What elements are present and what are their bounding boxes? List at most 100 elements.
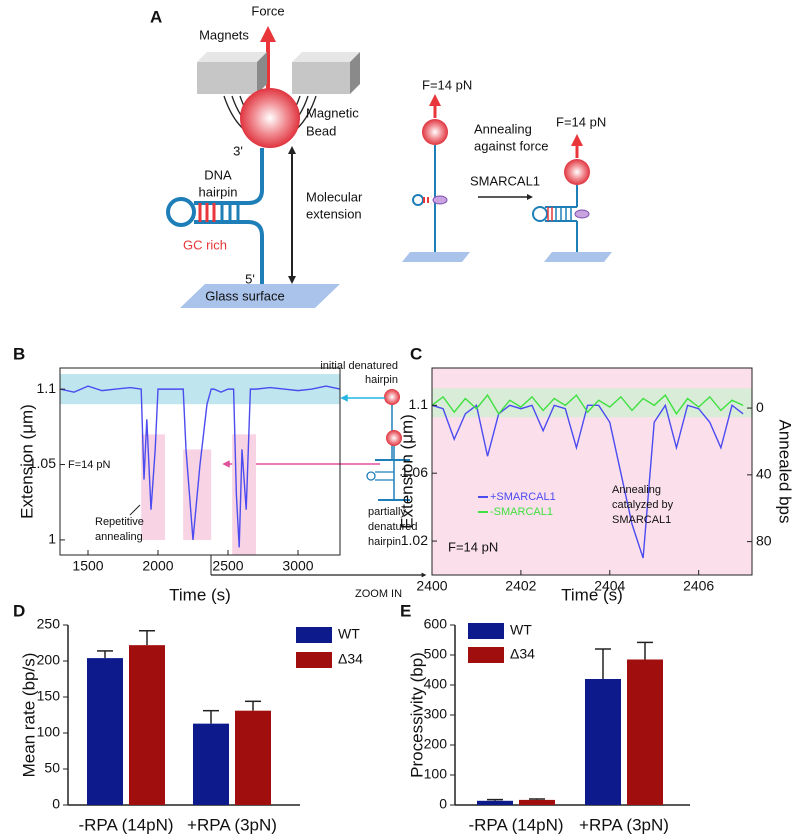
annotation: Repetitive bbox=[95, 516, 144, 528]
y-axis-label: Mean rate (bp/s) bbox=[19, 653, 38, 778]
legend-label: -SMARCAL1 bbox=[490, 506, 553, 518]
label: hairpin bbox=[198, 184, 237, 199]
y2-tick-label: 40 bbox=[756, 466, 772, 482]
y-tick-label: 1.06 bbox=[401, 464, 428, 480]
y-tick-label: 1.1 bbox=[409, 396, 429, 412]
x-axis-label: Time (s) bbox=[561, 585, 623, 604]
annotation: partially bbox=[368, 506, 406, 518]
annotation: initial denatured bbox=[320, 360, 398, 372]
label: against force bbox=[474, 138, 548, 153]
y-tick-label: 1.1 bbox=[37, 380, 57, 396]
legend-label: +SMARCAL1 bbox=[490, 491, 556, 503]
x-tick-label: 1500 bbox=[72, 558, 103, 574]
y-tick-label: 1.02 bbox=[401, 532, 428, 548]
y2-tick-label: 80 bbox=[756, 532, 772, 548]
label: Magnetic bbox=[306, 105, 359, 120]
y-tick-label: 100 bbox=[37, 724, 61, 740]
label: Magnets bbox=[199, 27, 249, 42]
annotation: denatured bbox=[368, 521, 418, 533]
x-axis-label: Time (s) bbox=[169, 585, 231, 604]
y-axis-label: Extension (μm) bbox=[397, 414, 416, 529]
bar bbox=[519, 799, 555, 805]
y-tick-label: 600 bbox=[424, 616, 448, 632]
x-tick-label: 2400 bbox=[416, 578, 447, 594]
y-axis-label: Processivity (bp) bbox=[407, 652, 426, 778]
y-tick-label: 1 bbox=[48, 531, 56, 547]
label: extension bbox=[306, 206, 362, 221]
y-tick-label: 100 bbox=[424, 766, 448, 782]
annotation: ZOOM IN bbox=[355, 588, 402, 600]
y2-tick-label: 0 bbox=[756, 399, 764, 415]
annotation: hairpin bbox=[368, 536, 401, 548]
legend-label: WT bbox=[338, 626, 360, 642]
label: 5' bbox=[245, 271, 255, 286]
label: 3' bbox=[233, 143, 243, 158]
x-tick-label: 2000 bbox=[142, 558, 173, 574]
y-tick-label: 400 bbox=[424, 676, 448, 692]
bar bbox=[235, 710, 271, 805]
annotation: annealing bbox=[95, 531, 143, 543]
trace bbox=[59, 385, 341, 548]
y-axis-label: Extension (μm) bbox=[17, 404, 36, 519]
label: Bead bbox=[306, 123, 336, 138]
label: SMARCAL1 bbox=[470, 173, 540, 188]
label: DNA bbox=[204, 167, 232, 182]
x-tick-label: 2500 bbox=[212, 558, 243, 574]
annotation: catalyzed by bbox=[612, 499, 674, 511]
y-tick-label: 0 bbox=[439, 796, 447, 812]
legend-label: Δ34 bbox=[338, 651, 363, 667]
panel-label: E bbox=[400, 601, 411, 620]
y-tick-label: 50 bbox=[44, 760, 60, 776]
legend-swatch bbox=[468, 623, 504, 639]
x-tick-label: 2406 bbox=[683, 578, 714, 594]
x-tick-label: 3000 bbox=[282, 558, 313, 574]
bar bbox=[129, 645, 165, 805]
band bbox=[60, 374, 340, 405]
annotation: SMARCAL1 bbox=[612, 514, 671, 526]
y-tick-label: 200 bbox=[424, 736, 448, 752]
label: Glass surface bbox=[205, 288, 284, 303]
x-tick-label: -RPA (14pN) bbox=[78, 815, 173, 834]
panel-label: D bbox=[13, 601, 25, 620]
label: Annealing bbox=[474, 121, 532, 136]
annotation: Annealing bbox=[612, 484, 661, 496]
y-tick-label: 250 bbox=[37, 616, 61, 632]
plot-frame bbox=[431, 367, 753, 576]
label: F=14 pN bbox=[422, 77, 472, 92]
label: F=14 pN bbox=[556, 114, 606, 129]
y-tick-label: 500 bbox=[424, 646, 448, 662]
legend-swatch bbox=[296, 652, 332, 668]
bar bbox=[87, 658, 123, 805]
y-tick-label: 300 bbox=[424, 706, 448, 722]
trace bbox=[431, 393, 744, 416]
legend-label: WT bbox=[510, 622, 532, 638]
y-tick-label: 0 bbox=[52, 796, 60, 812]
panel-label: A bbox=[150, 7, 162, 26]
panel-a-diagram bbox=[166, 26, 612, 308]
band bbox=[432, 388, 752, 418]
legend-swatch bbox=[468, 647, 504, 663]
y-tick-label: 1.05 bbox=[29, 455, 56, 471]
annotation: F=14 pN bbox=[448, 539, 498, 554]
x-tick-label: -RPA (14pN) bbox=[468, 815, 563, 834]
bar bbox=[477, 800, 513, 805]
label: Force bbox=[251, 3, 284, 18]
bar bbox=[627, 659, 663, 805]
bar bbox=[193, 723, 229, 805]
trace bbox=[431, 403, 744, 559]
label: GC rich bbox=[183, 237, 227, 252]
annotation: hairpin bbox=[365, 374, 398, 386]
x-tick-label: +RPA (3pN) bbox=[187, 815, 277, 834]
legend-label: Δ34 bbox=[510, 646, 535, 662]
panel-label: C bbox=[410, 344, 422, 363]
label: Molecular bbox=[306, 189, 363, 204]
panel-label: B bbox=[13, 344, 25, 363]
x-tick-label: 2402 bbox=[505, 578, 536, 594]
legend-swatch bbox=[296, 627, 332, 643]
bar bbox=[585, 679, 621, 805]
y-tick-label: 200 bbox=[37, 652, 61, 668]
plot-frame bbox=[59, 367, 341, 556]
annotation: F=14 pN bbox=[68, 459, 111, 471]
y2-axis-label: Annealed bps bbox=[776, 420, 795, 524]
